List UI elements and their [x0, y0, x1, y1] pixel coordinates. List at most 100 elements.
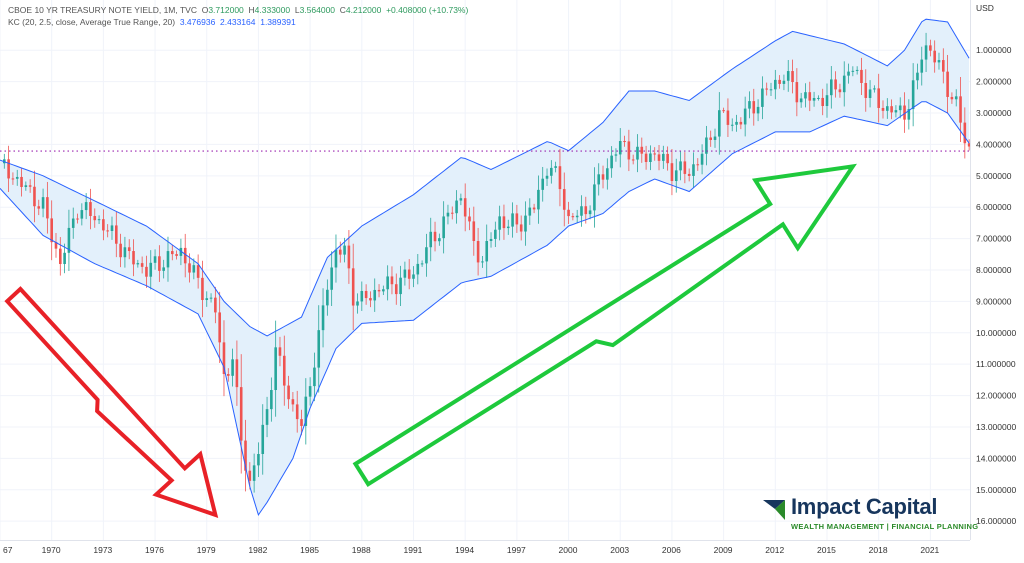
price-candle — [941, 60, 945, 72]
price-candle — [373, 289, 377, 301]
price-candle — [524, 215, 527, 232]
price-candle — [450, 212, 454, 214]
price-candle — [132, 251, 135, 265]
down-trend-arrow — [4, 286, 219, 518]
y-tick-label: 3.000000 — [976, 108, 1012, 118]
change-value: +0.408000 (+10.73%) — [386, 5, 469, 15]
price-candle — [261, 424, 265, 454]
price-candle — [933, 50, 936, 63]
price-candle — [709, 137, 713, 140]
price-candle — [97, 219, 101, 221]
price-candle — [498, 216, 501, 230]
price-candle — [804, 92, 807, 99]
price-candle — [287, 385, 290, 400]
price-candle — [446, 212, 450, 217]
price-candle — [67, 227, 71, 253]
x-tick-label: 1994 — [455, 545, 474, 555]
indicator-header[interactable]: KC (20, 2.5, close, Average True Range, … — [8, 17, 296, 27]
price-candle — [274, 347, 277, 391]
price-candle — [356, 301, 359, 306]
price-candle — [545, 175, 549, 179]
x-tick-label: 1979 — [197, 545, 216, 555]
price-candle — [265, 409, 269, 425]
price-candle — [231, 359, 234, 376]
price-candle — [218, 312, 221, 343]
price-candle — [597, 174, 601, 185]
price-candle — [851, 70, 855, 72]
price-candle — [89, 202, 92, 217]
price-candle — [959, 96, 962, 123]
price-candle — [226, 374, 230, 376]
price-candle — [722, 110, 725, 112]
price-candle — [106, 230, 109, 232]
price-candle — [201, 277, 204, 301]
time-axis[interactable]: 67 1970 1973 1976 1979 1982 1985 1988 1991 1994 19… — [3, 545, 940, 555]
price-candle — [528, 207, 532, 216]
y-tick-label: 16.000000 — [976, 516, 1016, 526]
price-candle — [842, 75, 846, 93]
close-value: 4.212000 — [345, 5, 382, 15]
price-candle — [834, 79, 837, 90]
price-candle — [502, 216, 506, 229]
price-candle — [209, 297, 213, 299]
price-candle — [519, 224, 523, 232]
price-candle — [795, 82, 799, 103]
price-candle — [692, 164, 695, 176]
price-candle — [257, 453, 260, 466]
price-candle — [769, 89, 773, 91]
price-candle — [360, 290, 364, 302]
price-candle — [140, 263, 144, 267]
price-candle — [291, 399, 295, 405]
price-candle — [485, 240, 489, 262]
price-candle — [76, 218, 79, 220]
x-tick-label: 2000 — [559, 545, 578, 555]
price-candle — [743, 108, 747, 125]
price-candle — [907, 109, 911, 120]
price-candle — [179, 247, 183, 256]
price-candle — [123, 247, 127, 258]
price-candle — [382, 289, 385, 292]
price-candle — [786, 71, 790, 81]
price-candle — [46, 197, 49, 219]
price-candle — [873, 88, 876, 90]
price-candle — [403, 269, 407, 278]
price-candle — [463, 198, 467, 217]
price-candle — [653, 153, 657, 155]
price-candle — [59, 248, 62, 265]
price-candle — [429, 231, 433, 248]
price-candle — [84, 202, 88, 211]
x-tick-label: 1973 — [93, 545, 112, 555]
price-candle — [506, 226, 510, 229]
price-candle — [584, 206, 588, 215]
price-candle — [313, 367, 316, 387]
price-candle — [812, 97, 816, 101]
x-tick-label: 1976 — [145, 545, 164, 555]
price-candle — [390, 276, 394, 285]
x-tick-label: 1997 — [507, 545, 526, 555]
price-candle — [153, 256, 157, 263]
channel-upper-line — [0, 18, 970, 337]
price-axis[interactable]: 1.000000 2.000000 3.000000 4.000000 5.000000… — [976, 45, 1016, 526]
price-candle — [162, 267, 165, 271]
price-candle — [558, 166, 562, 190]
price-candle — [37, 206, 41, 209]
x-tick-label: 2015 — [817, 545, 836, 555]
price-candle — [244, 440, 247, 471]
price-candle — [235, 359, 239, 388]
price-candle — [726, 110, 730, 125]
price-candle — [175, 254, 178, 256]
price-candle — [24, 185, 28, 188]
price-candle — [920, 59, 924, 73]
price-candle — [782, 80, 786, 84]
close-label: C — [339, 5, 346, 15]
price-candle — [420, 263, 424, 265]
price-candle — [662, 153, 665, 161]
price-candle — [136, 263, 140, 265]
x-tick-label: 67 — [3, 545, 13, 555]
y-tick-label: 8.000000 — [976, 265, 1012, 275]
price-candle — [282, 355, 286, 386]
currency-label: USD — [976, 3, 994, 13]
price-candle — [300, 419, 303, 426]
symbol-header: CBOE 10 YR TREASURY NOTE YIELD, 1M, TVC … — [8, 5, 468, 15]
